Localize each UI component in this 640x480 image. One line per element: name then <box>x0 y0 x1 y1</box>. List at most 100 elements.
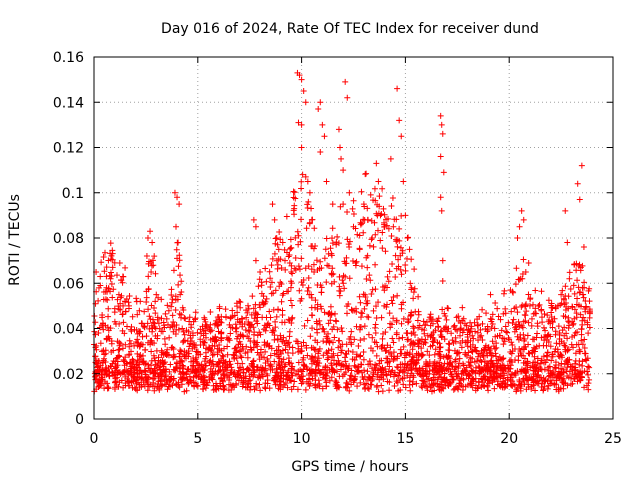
data-point <box>415 337 422 344</box>
data-point <box>585 386 592 393</box>
data-point <box>168 286 175 293</box>
data-point <box>244 365 251 372</box>
data-point <box>492 300 499 307</box>
data-point <box>107 288 114 295</box>
data-point <box>538 288 545 295</box>
data-point <box>383 372 390 379</box>
data-point <box>459 329 466 336</box>
data-point <box>386 387 393 394</box>
data-point <box>272 318 279 325</box>
data-point <box>268 290 275 297</box>
data-point <box>384 284 391 291</box>
data-point <box>315 377 322 384</box>
data-point <box>153 291 160 298</box>
data-point <box>365 314 372 321</box>
data-point <box>254 314 261 321</box>
data-point <box>151 253 158 260</box>
data-point <box>503 328 510 335</box>
data-point <box>265 343 272 350</box>
data-point <box>249 293 256 300</box>
data-point <box>530 371 537 378</box>
data-point <box>268 262 275 269</box>
data-point <box>475 350 482 357</box>
data-point <box>406 246 413 253</box>
data-point <box>302 99 309 106</box>
data-point <box>456 380 463 387</box>
data-point <box>125 305 132 312</box>
data-point <box>276 355 283 362</box>
data-point <box>581 336 588 343</box>
data-point <box>500 341 507 348</box>
data-point <box>339 277 346 284</box>
data-point <box>405 367 412 374</box>
data-point <box>393 238 400 245</box>
data-point <box>163 315 170 322</box>
data-point <box>340 280 347 287</box>
data-point <box>320 338 327 345</box>
data-point <box>253 380 260 387</box>
data-point <box>529 301 536 308</box>
data-point <box>562 348 569 355</box>
data-point <box>374 227 381 234</box>
data-point <box>329 339 336 346</box>
data-point <box>108 280 115 287</box>
data-point <box>128 365 135 372</box>
data-point <box>238 354 245 361</box>
data-point <box>335 240 342 247</box>
data-point <box>202 321 209 328</box>
data-point <box>200 338 207 345</box>
data-point <box>351 336 358 343</box>
data-point <box>273 257 280 264</box>
data-point <box>349 257 356 264</box>
data-point <box>538 366 545 373</box>
data-point <box>388 202 395 209</box>
data-point <box>240 345 247 352</box>
data-point <box>124 368 131 375</box>
data-point <box>170 318 177 325</box>
data-point <box>266 342 273 349</box>
data-point <box>138 381 145 388</box>
data-point <box>364 313 371 320</box>
data-point <box>396 225 403 232</box>
data-point <box>399 375 406 382</box>
data-point <box>329 235 336 242</box>
data-point <box>144 235 151 241</box>
data-point <box>378 382 385 389</box>
data-point <box>356 293 363 300</box>
data-point <box>458 344 465 351</box>
data-point <box>122 341 129 348</box>
data-point <box>314 301 321 308</box>
data-point <box>240 379 247 386</box>
data-point <box>533 310 540 317</box>
data-point <box>217 375 224 382</box>
data-point <box>184 366 191 373</box>
data-point <box>250 373 257 380</box>
data-point <box>111 386 118 393</box>
data-point <box>541 310 548 317</box>
data-point <box>439 384 446 391</box>
data-point <box>532 377 539 384</box>
data-point <box>99 359 106 366</box>
data-point <box>584 368 591 375</box>
data-point <box>387 344 394 351</box>
data-point <box>317 258 324 265</box>
data-point <box>407 280 414 287</box>
data-point <box>145 374 152 381</box>
data-point <box>445 382 452 389</box>
data-point <box>262 348 269 355</box>
data-point <box>170 328 177 335</box>
data-point <box>180 328 187 335</box>
data-point <box>379 388 386 395</box>
data-point <box>103 273 110 280</box>
data-point <box>242 384 249 391</box>
data-point <box>520 359 527 366</box>
data-point <box>372 361 379 368</box>
data-point <box>167 361 174 368</box>
data-point <box>190 379 197 386</box>
data-point <box>292 254 299 261</box>
data-point <box>110 347 117 354</box>
data-point <box>319 325 326 332</box>
data-point <box>530 344 537 351</box>
data-point <box>164 351 171 358</box>
data-point <box>364 300 371 307</box>
